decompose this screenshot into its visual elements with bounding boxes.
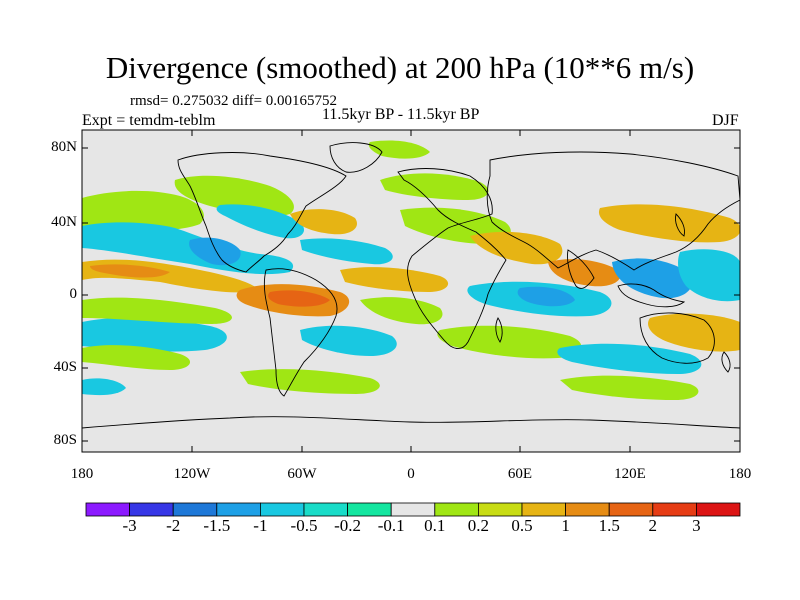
contour-neg-south-atlantic bbox=[300, 325, 397, 356]
lat-label-40s: 40S bbox=[53, 359, 77, 375]
colorbar-label: 0.2 bbox=[467, 516, 490, 535]
axis-ticks bbox=[81, 130, 741, 452]
contour-pos-southern-ocean bbox=[240, 369, 380, 394]
colorbar-label: 0.1 bbox=[424, 516, 446, 535]
rmsd-diff-stats: rmsd= 0.275032 diff= 0.00165752 bbox=[130, 93, 338, 109]
colorbar-label: -0.1 bbox=[377, 516, 405, 535]
colorbar-box bbox=[172, 502, 218, 517]
experiment-label: Expt = temdm-teblm bbox=[82, 112, 216, 129]
colorbar-box bbox=[521, 502, 566, 517]
contour-posmax-amazon bbox=[268, 290, 330, 307]
lon-label-120w: 120W bbox=[173, 466, 211, 482]
contour-pos-south-pacific bbox=[82, 297, 232, 324]
colorbar-label: -1.5 bbox=[203, 516, 231, 535]
colorbar-label: -0.2 bbox=[334, 516, 362, 535]
coast-australia bbox=[639, 312, 715, 364]
colorbar-box bbox=[347, 502, 392, 517]
contour-negstrong-indian bbox=[517, 286, 575, 307]
coastlines bbox=[82, 142, 740, 429]
contour-negstrong-nepacific bbox=[189, 237, 241, 266]
lon-label-60w: 60W bbox=[287, 466, 317, 482]
contour-posstrong-tropical-west bbox=[90, 264, 170, 278]
contour-neg-atlantic bbox=[300, 238, 393, 265]
colorbar-label: 1 bbox=[561, 516, 570, 535]
coast-japan bbox=[675, 213, 685, 237]
contour-pos-australia-east bbox=[648, 313, 740, 352]
contour-neg-southern-far bbox=[82, 378, 126, 396]
contour-pos-arabia bbox=[470, 231, 563, 265]
colorbar-box bbox=[390, 502, 436, 517]
divergence-field bbox=[82, 140, 740, 400]
colorbar-box bbox=[303, 502, 348, 517]
colorbar-box bbox=[652, 502, 697, 517]
coast-india bbox=[567, 249, 595, 289]
lat-label-80s: 80S bbox=[53, 432, 77, 448]
contour-pos-south-indian bbox=[437, 325, 582, 359]
contour-pos-north-america bbox=[174, 175, 294, 217]
colorbar-box bbox=[565, 502, 610, 517]
contour-pos-atlantic-west bbox=[290, 209, 358, 235]
lon-label-180e: 180 bbox=[728, 466, 752, 482]
coast-antarctica bbox=[82, 416, 740, 429]
lon-label-60e: 60E bbox=[507, 466, 533, 482]
contour-neg-south-indian bbox=[557, 343, 702, 374]
lat-label-80n: 80N bbox=[51, 139, 77, 155]
contour-pos-north-arctic bbox=[368, 140, 430, 159]
lon-label-180w: 180 bbox=[70, 466, 94, 482]
colorbar-box bbox=[259, 502, 305, 517]
colorbar-label: -0.5 bbox=[290, 516, 318, 535]
contour-pos-east-asia bbox=[599, 204, 740, 243]
colorbar-box bbox=[85, 502, 130, 517]
contour-pos-equatorial-atlantic bbox=[340, 267, 449, 292]
contour-neg-north-pacific bbox=[82, 222, 294, 275]
colorbar-box bbox=[129, 502, 174, 517]
colorbar-box bbox=[696, 502, 741, 517]
colorbar-label: -3 bbox=[122, 516, 137, 535]
colorbar-label: 3 bbox=[692, 516, 701, 535]
colorbar-label: 1.5 bbox=[598, 516, 620, 535]
colorbar bbox=[85, 502, 741, 517]
contour-neg-north-america bbox=[216, 204, 305, 239]
coast-madagascar bbox=[495, 317, 503, 343]
colorbar-label: -1 bbox=[253, 516, 268, 535]
season-label: DJF bbox=[712, 112, 739, 129]
coast-greenland bbox=[329, 142, 383, 173]
contour-pos-europe bbox=[380, 173, 489, 200]
contour-posstrong-india bbox=[548, 259, 621, 287]
coast-maritime bbox=[617, 283, 686, 308]
contour-pos-north-pacific bbox=[82, 190, 204, 231]
colorbar-box bbox=[608, 502, 654, 517]
colorbar-box bbox=[477, 502, 523, 517]
lat-label-40n: 40N bbox=[51, 214, 77, 230]
contour-neg-south-pacific bbox=[82, 317, 227, 352]
lon-label-120e: 120E bbox=[614, 466, 646, 482]
colorbar-box bbox=[434, 502, 479, 517]
coast-south-america bbox=[263, 268, 338, 397]
coast-north-america bbox=[177, 152, 347, 273]
colorbar-label: 2 bbox=[648, 516, 658, 535]
coast-europe-africa bbox=[397, 168, 507, 349]
coast-asia bbox=[486, 151, 740, 271]
lat-label-eq: 0 bbox=[69, 286, 78, 302]
coast-new-zealand bbox=[721, 351, 731, 373]
map-title: Divergence (smoothed) at 200 hPa (10**6 … bbox=[105, 50, 695, 85]
contour-pos-southern-ocean-east bbox=[560, 375, 699, 400]
contour-neg-west-pacific bbox=[678, 249, 740, 302]
colorbar-label: -2 bbox=[166, 516, 181, 535]
contour-pos-south-atlantic bbox=[360, 297, 443, 325]
colorbar-box bbox=[216, 502, 261, 517]
colorbar-label: 0.5 bbox=[511, 516, 533, 535]
contour-pos-southern-ocean-west bbox=[82, 345, 191, 370]
lon-label-0: 0 bbox=[407, 466, 415, 482]
period-label: 11.5kyr BP - 11.5kyr BP bbox=[322, 106, 480, 123]
